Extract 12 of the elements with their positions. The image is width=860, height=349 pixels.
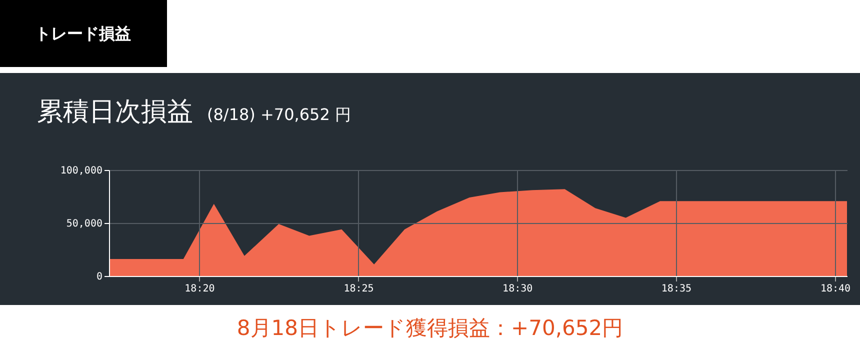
chart-title: 累積日次損益 bbox=[37, 97, 193, 127]
text: 8月18日トレード獲得損益：+70,652円 bbox=[236, 316, 624, 340]
x-tick-label: 18:20 bbox=[184, 284, 215, 294]
text: トレード損益 bbox=[35, 24, 131, 43]
x-tick-label: 18:25 bbox=[344, 284, 374, 294]
y-tick-label: 0 bbox=[96, 272, 102, 282]
y-tick-label: 50,000 bbox=[66, 218, 102, 230]
x-tick-label: 18:35 bbox=[661, 284, 692, 294]
chart-subtitle: (8/18) +70,652 円 bbox=[207, 105, 351, 124]
x-tick-label: 18:30 bbox=[502, 284, 533, 294]
x-tick-label: 18:40 bbox=[820, 284, 851, 294]
y-tick-label: 100,000 bbox=[60, 166, 102, 176]
